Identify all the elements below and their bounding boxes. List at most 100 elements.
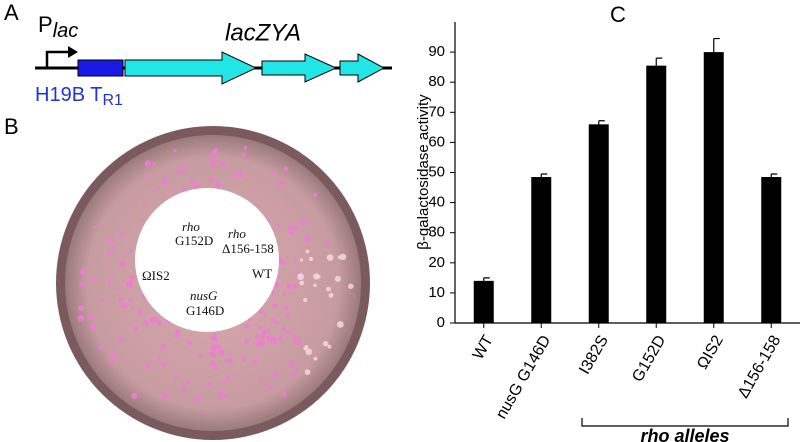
colony	[87, 314, 94, 321]
error-bar	[540, 173, 548, 178]
colony	[303, 297, 308, 303]
colony	[210, 360, 216, 366]
plate-label: rho	[228, 226, 246, 241]
plate-label: G146D	[186, 303, 224, 318]
panel-label: A	[4, 0, 19, 25]
colony	[174, 375, 178, 380]
colony	[161, 362, 167, 368]
colony	[206, 383, 211, 387]
colony	[185, 379, 191, 385]
colony	[277, 274, 281, 278]
colony	[244, 323, 250, 329]
error-bar	[770, 173, 778, 178]
colony	[240, 152, 247, 158]
colony	[236, 171, 244, 179]
colony	[172, 189, 177, 193]
x-tick-label: I382S	[576, 333, 612, 378]
colony	[337, 255, 342, 260]
colony	[160, 392, 168, 400]
colony	[288, 360, 295, 368]
y-tick-label: 60	[428, 133, 445, 150]
plate-label: Δ156-158	[222, 241, 274, 256]
plate-label: WT	[252, 266, 272, 281]
error-bar	[655, 57, 663, 66]
colony	[210, 343, 218, 351]
colony	[220, 350, 225, 355]
bar	[646, 65, 667, 324]
colony	[118, 336, 124, 343]
colony	[286, 283, 292, 290]
colony	[324, 240, 329, 246]
colony	[277, 180, 285, 187]
y-tick-label: 20	[428, 254, 445, 271]
colony	[258, 309, 264, 315]
colony	[289, 231, 294, 236]
colony	[288, 330, 293, 335]
error-bar	[713, 37, 720, 53]
colony	[193, 182, 201, 189]
colony	[305, 249, 310, 254]
colony	[210, 335, 216, 341]
colony	[256, 342, 261, 347]
colony	[291, 370, 298, 377]
panel-label: C	[610, 2, 626, 27]
gene-label: lacZYA	[225, 19, 301, 46]
colony	[327, 344, 332, 349]
colony	[304, 369, 311, 375]
colony	[126, 282, 132, 288]
colony	[262, 329, 268, 334]
colony	[299, 280, 305, 286]
colony	[266, 335, 273, 342]
colony	[270, 337, 278, 345]
colony	[213, 364, 219, 370]
colony	[266, 217, 270, 222]
gene-arrow	[339, 53, 386, 83]
colony	[220, 160, 226, 167]
colony	[99, 298, 104, 303]
colony	[259, 376, 264, 381]
colony	[312, 192, 318, 198]
colony	[339, 253, 347, 261]
colony	[175, 170, 180, 174]
colony	[248, 324, 252, 328]
colony	[140, 219, 144, 223]
colony	[175, 329, 181, 334]
colony	[270, 317, 276, 323]
colony	[111, 245, 117, 250]
y-axis-label: β-galactosidase activity	[415, 94, 432, 250]
colony	[142, 320, 149, 327]
colony	[303, 235, 311, 243]
colony	[252, 359, 258, 364]
colony	[128, 274, 135, 282]
colony	[132, 325, 139, 332]
colony	[326, 254, 334, 261]
colony	[326, 286, 331, 292]
colony	[110, 350, 115, 356]
colony	[305, 348, 313, 356]
colony	[294, 225, 299, 231]
colony	[181, 387, 187, 393]
colony	[313, 356, 318, 361]
colony	[308, 256, 314, 262]
colony	[292, 260, 297, 265]
colony	[217, 392, 223, 398]
colony	[258, 340, 266, 347]
colony	[152, 161, 156, 166]
colony	[131, 392, 138, 400]
gene-arrow	[261, 53, 338, 83]
colony	[294, 338, 302, 346]
colony	[240, 356, 247, 362]
colony	[88, 312, 93, 316]
colony	[231, 173, 236, 178]
group-label: rho alleles	[640, 426, 729, 442]
colony	[258, 325, 264, 330]
panel-label: B	[4, 114, 19, 139]
gene-arrow	[124, 51, 258, 85]
colony	[77, 315, 85, 322]
colony	[266, 328, 271, 333]
bar	[588, 124, 609, 323]
colony	[271, 172, 276, 177]
colony	[283, 204, 287, 208]
colony	[189, 179, 194, 184]
